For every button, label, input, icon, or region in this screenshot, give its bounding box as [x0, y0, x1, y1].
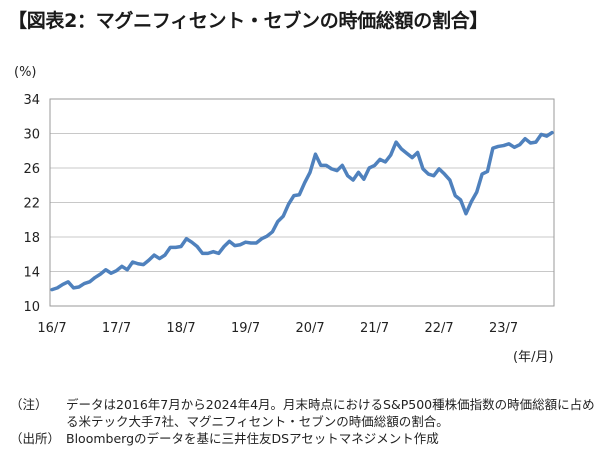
x-tick-label: 18/7 — [166, 321, 195, 336]
page-title: 【図表2：マグニフィセント・セブンの時価総額の割合】 — [8, 10, 489, 32]
y-axis-unit: (%) — [14, 65, 37, 80]
y-tick-label: 34 — [23, 93, 40, 108]
note-row: （注） データは2016年7月から2024年4月。月末時点におけるS&P500種… — [10, 396, 595, 430]
y-tick-label: 26 — [23, 162, 40, 177]
source-row: （出所） Bloombergのデータを基に三井住友DSアセットマネジメント作成 — [10, 430, 595, 447]
y-tick-label: 22 — [23, 197, 40, 212]
x-tick-label: 23/7 — [489, 321, 518, 336]
x-tick-label: 22/7 — [424, 321, 453, 336]
note-text: データは2016年7月から2024年4月。月末時点におけるS&P500種株価指数… — [66, 397, 595, 429]
x-tick-label: 17/7 — [102, 321, 131, 336]
grid-lines — [50, 133, 554, 272]
y-tick-label: 10 — [23, 300, 40, 315]
y-tick-label: 14 — [23, 266, 40, 281]
plot-frame — [49, 98, 555, 307]
y-tick-label: 30 — [23, 128, 40, 143]
x-tick-label: 21/7 — [360, 321, 389, 336]
series-line — [50, 130, 554, 292]
x-axis-unit: (年/月) — [513, 350, 554, 365]
x-tick-label: 16/7 — [37, 321, 66, 336]
y-axis-ticks: 10 14 18 22 26 30 34 — [23, 93, 40, 315]
source-label: （出所） — [10, 431, 61, 446]
footnotes: （注） データは2016年7月から2024年4月。月末時点におけるS&P500種… — [10, 396, 595, 447]
x-axis-ticks: 16/7 17/7 18/7 19/7 20/7 21/7 22/7 23/7 — [37, 321, 518, 336]
x-tick-label: 20/7 — [295, 321, 324, 336]
note-label: （注） — [10, 397, 48, 412]
x-tick-label: 19/7 — [231, 321, 260, 336]
source-text: Bloombergのデータを基に三井住友DSアセットマネジメント作成 — [66, 431, 439, 446]
line-chart: (%) (年/月) 10 14 18 22 26 30 34 16/7 17/7 18/7 19/… — [14, 65, 555, 365]
y-tick-label: 18 — [23, 231, 40, 246]
